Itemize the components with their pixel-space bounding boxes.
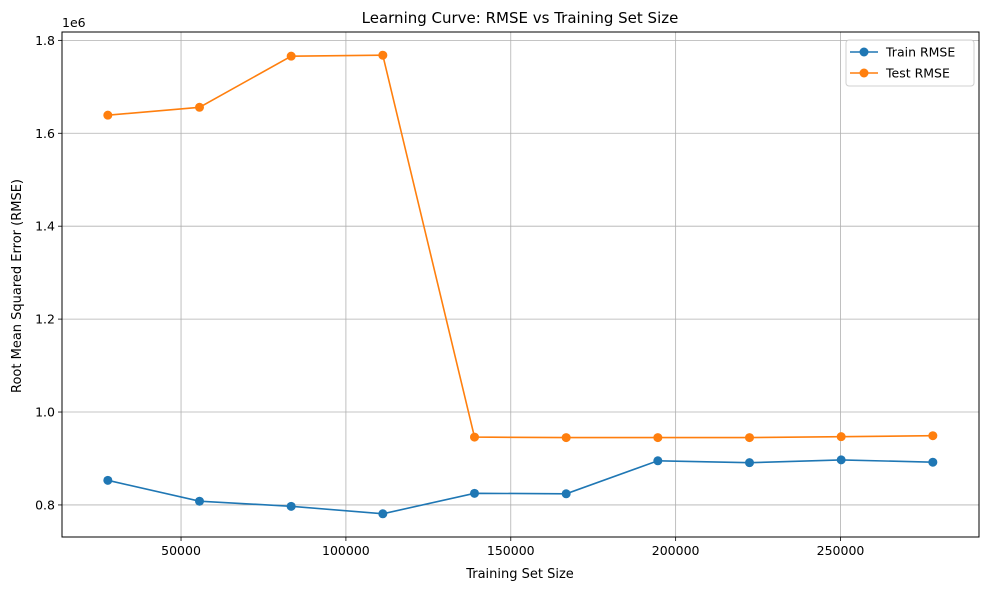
data-point-test-rmse	[378, 50, 388, 60]
x-axis-ticks: 50000 100000 150000 200000 250000	[161, 537, 864, 558]
x-tick-label: 200000	[652, 543, 700, 558]
data-point-test-rmse	[286, 51, 296, 61]
legend: Train RMSE Test RMSE	[845, 39, 975, 87]
data-point-test-rmse	[195, 102, 205, 112]
data-point-train-rmse	[378, 509, 388, 519]
series-line-train-rmse	[107, 459, 933, 515]
series-layer	[103, 50, 938, 519]
x-tick-label: 50000	[161, 543, 201, 558]
legend-marker-test	[859, 68, 869, 78]
y-axis-offset-label: 1e6	[62, 15, 86, 30]
data-point-train-rmse	[745, 458, 755, 468]
data-point-test-rmse	[653, 433, 663, 443]
chart-title: Learning Curve: RMSE vs Training Set Siz…	[362, 9, 679, 27]
grid-lines	[62, 32, 979, 537]
legend-marker-train	[859, 47, 869, 57]
x-axis-title: Training Set Size	[465, 567, 574, 582]
y-tick-label: 1.6	[35, 126, 55, 141]
legend-label-train: Train RMSE	[885, 45, 955, 60]
data-point-train-rmse	[286, 501, 296, 511]
data-point-test-rmse	[470, 432, 480, 442]
data-point-train-rmse	[103, 475, 113, 485]
y-axis-title: Root Mean Squared Error (RMSE)	[10, 179, 25, 393]
data-point-test-rmse	[561, 433, 571, 443]
data-point-train-rmse	[928, 457, 938, 467]
y-tick-label: 1.8	[35, 33, 55, 48]
data-point-train-rmse	[195, 496, 205, 506]
data-point-test-rmse	[745, 433, 755, 443]
data-point-train-rmse	[836, 455, 846, 465]
x-tick-label: 150000	[487, 543, 535, 558]
series-test-rmse	[103, 50, 938, 443]
x-tick-label: 250000	[817, 543, 865, 558]
y-tick-label: 1.2	[35, 312, 55, 327]
data-point-test-rmse	[836, 432, 846, 442]
data-point-test-rmse	[928, 431, 938, 441]
legend-entry-train: Train RMSE	[850, 45, 955, 60]
y-tick-label: 0.8	[35, 497, 55, 512]
data-point-train-rmse	[470, 488, 480, 498]
y-axis-ticks: 0.8 1.0 1.2 1.4 1.6 1.8	[35, 33, 62, 512]
data-point-train-rmse	[653, 456, 663, 466]
x-tick-label: 100000	[322, 543, 370, 558]
data-point-test-rmse	[103, 110, 113, 120]
y-tick-label: 1.4	[35, 219, 55, 234]
series-train-rmse	[103, 455, 938, 519]
series-line-test-rmse	[107, 54, 933, 439]
plot-frame	[61, 31, 980, 538]
data-point-train-rmse	[561, 489, 571, 499]
legend-label-test: Test RMSE	[885, 66, 950, 81]
y-tick-label: 1.0	[35, 405, 55, 420]
legend-entry-test: Test RMSE	[850, 66, 950, 81]
